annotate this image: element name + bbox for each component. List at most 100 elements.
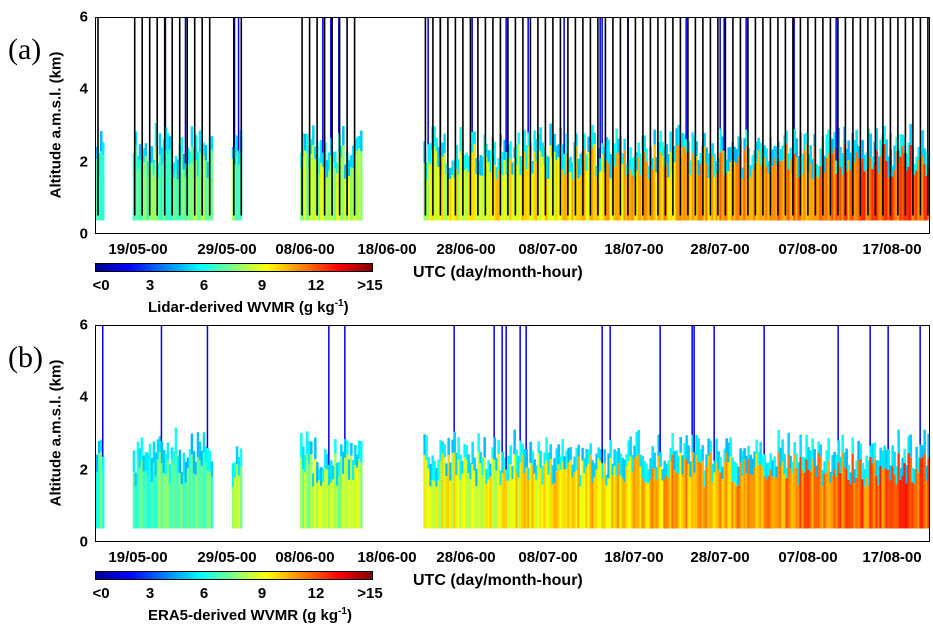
heatmap-cell — [727, 442, 730, 463]
heatmap-cell — [507, 455, 510, 481]
heatmap-cell — [635, 152, 638, 171]
heatmap-cell — [603, 463, 606, 529]
heatmap-cell — [202, 155, 206, 221]
heatmap-cell — [869, 157, 872, 221]
heatmap-cell — [793, 454, 796, 529]
heatmap-cell — [360, 441, 363, 463]
heatmap-cell — [887, 326, 889, 450]
heatmap-cell — [779, 149, 782, 162]
heatmap-cell — [553, 134, 556, 152]
heatmap-cell — [801, 469, 804, 529]
heatmap-cell — [180, 152, 184, 221]
heatmap-cell — [328, 152, 331, 171]
heatmap-cell — [691, 132, 694, 153]
heatmap-cell — [677, 144, 680, 221]
heatmap-cell — [543, 452, 546, 465]
x-tick-label: 18/07-00 — [604, 549, 664, 566]
heatmap-cell — [913, 469, 916, 485]
heatmap-cell — [188, 464, 192, 529]
heatmap-cell — [314, 146, 317, 159]
heatmap-cell — [102, 155, 105, 221]
heatmap-cell — [100, 439, 103, 452]
heatmap-cell — [493, 459, 496, 529]
heatmap-cell — [799, 456, 802, 529]
heatmap-cell — [192, 451, 196, 474]
heatmap-cell — [541, 142, 544, 157]
heatmap-cell — [827, 129, 830, 154]
heatmap-cell — [100, 131, 103, 152]
heatmap-cell — [921, 130, 924, 156]
heatmap-cell — [595, 176, 598, 221]
heatmap-cell — [344, 178, 347, 221]
heatmap-cell — [334, 151, 337, 169]
heatmap-cell — [827, 460, 830, 529]
heatmap-cell — [855, 129, 858, 152]
heatmap-cell — [849, 152, 852, 170]
heatmap-cell — [629, 456, 632, 529]
heatmap-cell — [869, 445, 872, 457]
heatmap-cell — [697, 175, 700, 221]
heatmap-cell — [302, 133, 305, 157]
heatmap-cell — [501, 451, 504, 474]
heatmap-cell — [102, 471, 105, 529]
x-tick-label: 08/06-00 — [275, 549, 335, 566]
heatmap-cell — [923, 429, 926, 453]
heatmap-cell — [761, 467, 764, 529]
heatmap-cell — [927, 457, 929, 529]
heatmap-cell — [633, 458, 636, 529]
heatmap-cell — [146, 177, 150, 221]
heatmap-cell — [835, 160, 838, 174]
heatmap-cell — [358, 135, 361, 149]
heatmap-cell — [200, 465, 204, 529]
heatmap-cell — [134, 131, 138, 145]
heatmap-cell — [857, 460, 860, 529]
heatmap-cell — [158, 451, 162, 529]
heatmap-cell — [677, 473, 680, 529]
heatmap-cell — [208, 450, 212, 472]
heatmap-cell — [845, 170, 848, 221]
heatmap-cell — [583, 149, 586, 221]
heatmap-cell — [142, 148, 146, 163]
heatmap-cell — [479, 175, 482, 221]
heatmap-cell — [615, 128, 618, 153]
heatmap-cell — [164, 150, 168, 221]
heatmap-cell — [841, 174, 844, 221]
heatmap-cell — [845, 148, 848, 171]
heatmap-cell — [917, 457, 920, 473]
heatmap-cell — [665, 144, 668, 163]
heatmap-cell — [849, 484, 852, 529]
heatmap-cell — [483, 457, 486, 529]
heatmap-cell — [751, 155, 754, 170]
heatmap-cell — [835, 454, 838, 477]
heatmap-cell — [340, 157, 343, 221]
heatmap-cell — [477, 452, 480, 529]
heatmap-cell — [497, 440, 500, 455]
heatmap-cell — [487, 161, 490, 221]
heatmap-cell — [779, 161, 782, 221]
heatmap-cell — [757, 465, 760, 529]
heatmap-cell — [356, 136, 359, 152]
heatmap-cell — [517, 132, 520, 145]
heatmap-cell — [765, 166, 768, 221]
heatmap-cell — [445, 174, 448, 221]
heatmap-cell — [515, 164, 518, 221]
heatmap-cell — [160, 147, 164, 167]
heatmap-cell — [231, 487, 235, 529]
heatmap-cell — [681, 474, 684, 529]
heatmap-cell — [755, 453, 758, 529]
heatmap-cell — [813, 449, 816, 467]
heatmap-cell — [198, 441, 202, 461]
heatmap-cell — [102, 326, 104, 457]
heatmap-cell — [699, 449, 702, 463]
heatmap-cell — [523, 449, 526, 474]
heatmap-cell — [609, 458, 612, 529]
heatmap-cell — [541, 484, 544, 529]
heatmap-cell — [479, 463, 482, 529]
heatmap-cell — [853, 140, 856, 162]
heatmap-cell — [531, 465, 534, 529]
heatmap-cell — [655, 467, 658, 480]
heatmap-cell — [683, 134, 686, 147]
heatmap-cell — [168, 149, 172, 221]
x-axis-label: UTC (day/month-hour) — [413, 572, 583, 589]
heatmap-cell — [615, 451, 618, 476]
